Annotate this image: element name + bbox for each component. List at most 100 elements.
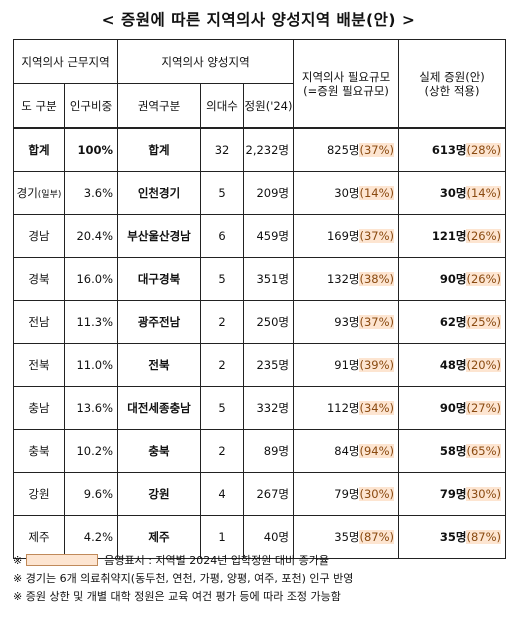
header-quota: 정원('24) (243, 83, 295, 129)
table-row: 충남 13.6% 대전세종충남 5 332명 112명(34%) 90명(27%) (13, 386, 507, 430)
header-zone: 권역구분 (117, 83, 202, 129)
cell-actual: 30명(14%) (398, 171, 507, 215)
cell-need-rate: (14%) (359, 186, 395, 200)
cell-quota: 351명 (243, 257, 295, 301)
table-row: 충북 10.2% 충북 2 89명 84명(94%) 58명(65%) (13, 429, 507, 473)
cell-region: 충북 (13, 429, 65, 473)
cell-actual-count: 62명 (439, 315, 467, 329)
cell-population: 4.2% (63, 515, 119, 559)
header-work-region: 지역의사 근무지역 (12, 39, 119, 84)
cell-region: 충남 (13, 386, 65, 430)
table-row: 전남 11.3% 광주전남 2 250명 93명(37%) 62명(25%) (13, 300, 507, 344)
cell-actual-rate: (26%) (466, 229, 502, 243)
cell-actual-count: 35명 (439, 530, 467, 544)
cell-actual-count: 90명 (439, 272, 467, 286)
footnote-gyeonggi: ※ 경기는 6개 의료취약지(동두천, 연천, 가평, 양평, 여주, 포천) … (13, 572, 354, 585)
cell-population: 11.0% (63, 343, 119, 387)
header-need-scale: 지역의사 필요규모 (=증원 필요규모) (293, 39, 400, 129)
cell-actual-count: 30명 (439, 186, 467, 200)
cell-actual: 48명(20%) (398, 343, 507, 387)
cell-region: 경북 (13, 257, 65, 301)
cell-actual-count: 48명 (439, 358, 467, 372)
cell-actual: 90명(27%) (398, 386, 507, 430)
cell-zone: 부산울산경남 (117, 214, 202, 258)
cell-need-count: 35명 (334, 530, 360, 544)
cell-region: 전북 (13, 343, 65, 387)
cell-population: 100% (63, 127, 119, 172)
cell-region-name: 경기 (16, 186, 38, 200)
cell-actual-count: 121명 (431, 229, 467, 243)
cell-region-name: 전남 (28, 315, 50, 329)
cell-actual: 79명(30%) (398, 472, 507, 516)
cell-population: 20.4% (63, 214, 119, 258)
cell-schools: 5 (200, 386, 245, 430)
cell-actual-rate: (87%) (466, 530, 502, 544)
cell-need: 91명(39%) (293, 343, 400, 387)
cell-need: 35명(87%) (293, 515, 400, 559)
header-schools: 의대수 (200, 83, 245, 129)
cell-need-count: 132명 (326, 272, 360, 286)
cell-population: 9.6% (63, 472, 119, 516)
cell-need-rate: (94%) (359, 444, 395, 458)
table-row: 경북 16.0% 대구경북 5 351명 132명(38%) 90명(26%) (13, 257, 507, 301)
cell-population: 11.3% (63, 300, 119, 344)
cell-population: 13.6% (63, 386, 119, 430)
cell-need: 93명(37%) (293, 300, 400, 344)
cell-region-name: 합계 (28, 143, 50, 157)
cell-actual-count: 58명 (439, 444, 467, 458)
cell-quota: 250명 (243, 300, 295, 344)
header-need-scale-text: 지역의사 필요규모 (=증원 필요규모) (301, 69, 391, 98)
cell-actual-rate: (25%) (466, 315, 502, 329)
cell-need-rate: (30%) (359, 487, 395, 501)
cell-region-name: 경남 (28, 229, 50, 243)
cell-actual-count: 613명 (431, 143, 467, 157)
cell-region: 전남 (13, 300, 65, 344)
footnotes: ※ 음영표시 : 지역별 2024년 입학정원 대비 증가율 ※ 경기는 6개 의… (13, 552, 508, 606)
header-actual-increase: 실제 증원(안) (상한 적용) (398, 39, 507, 129)
cell-region: 경기(일부) (13, 171, 65, 215)
cell-actual: 58명(65%) (398, 429, 507, 473)
cell-region-name: 충북 (28, 444, 50, 458)
cell-need-count: 112명 (326, 401, 360, 415)
cell-region-name: 제주 (28, 530, 50, 544)
cell-need-rate: (37%) (359, 143, 395, 157)
footnote-shading-text: 음영표시 : 지역별 2024년 입학정원 대비 증가율 (104, 554, 329, 567)
cell-need-rate: (38%) (359, 272, 395, 286)
table-row: 경기(일부) 3.6% 인천경기 5 209명 30명(14%) 30명(14%) (13, 171, 507, 215)
table-row: 전북 11.0% 전북 2 235명 91명(39%) 48명(20%) (13, 343, 507, 387)
cell-population: 10.2% (63, 429, 119, 473)
cell-region-name: 충남 (28, 401, 50, 415)
cell-population: 16.0% (63, 257, 119, 301)
cell-region: 경남 (13, 214, 65, 258)
footnote-shading: ※ 음영표시 : 지역별 2024년 입학정원 대비 증가율 (13, 552, 508, 570)
cell-actual-rate: (65%) (466, 444, 502, 458)
cell-actual-rate: (28%) (466, 143, 502, 157)
footnote-adjustment: ※ 증원 상한 및 개별 대학 정원은 교육 여건 평가 등에 따라 조정 가능… (13, 590, 341, 603)
cell-need-count: 91명 (334, 358, 360, 372)
cell-need-count: 169명 (326, 229, 360, 243)
cell-need-count: 84명 (334, 444, 360, 458)
cell-need-rate: (34%) (359, 401, 395, 415)
document-title: < 증원에 따른 지역의사 양성지역 배분(안) > (101, 11, 416, 29)
cell-zone: 인천경기 (117, 171, 202, 215)
footnote-mark: ※ (13, 554, 23, 567)
header-actual-increase-text: 실제 증원(안) (상한 적용) (419, 69, 485, 98)
cell-quota: 459명 (243, 214, 295, 258)
cell-need: 79명(30%) (293, 472, 400, 516)
cell-zone: 광주전남 (117, 300, 202, 344)
cell-quota: 209명 (243, 171, 295, 215)
cell-need: 132명(38%) (293, 257, 400, 301)
cell-need: 112명(34%) (293, 386, 400, 430)
cell-region: 합계 (13, 127, 65, 172)
cell-zone: 대전세종충남 (117, 386, 202, 430)
cell-need-rate: (37%) (359, 229, 395, 243)
cell-actual-rate: (27%) (466, 401, 502, 415)
cell-zone: 합계 (117, 127, 202, 172)
cell-population: 3.6% (63, 171, 119, 215)
cell-schools: 5 (200, 171, 245, 215)
cell-actual: 90명(26%) (398, 257, 507, 301)
cell-need-rate: (87%) (359, 530, 395, 544)
cell-actual: 35명(87%) (398, 515, 507, 559)
header-training-region: 지역의사 양성지역 (117, 39, 295, 84)
cell-schools: 6 (200, 214, 245, 258)
